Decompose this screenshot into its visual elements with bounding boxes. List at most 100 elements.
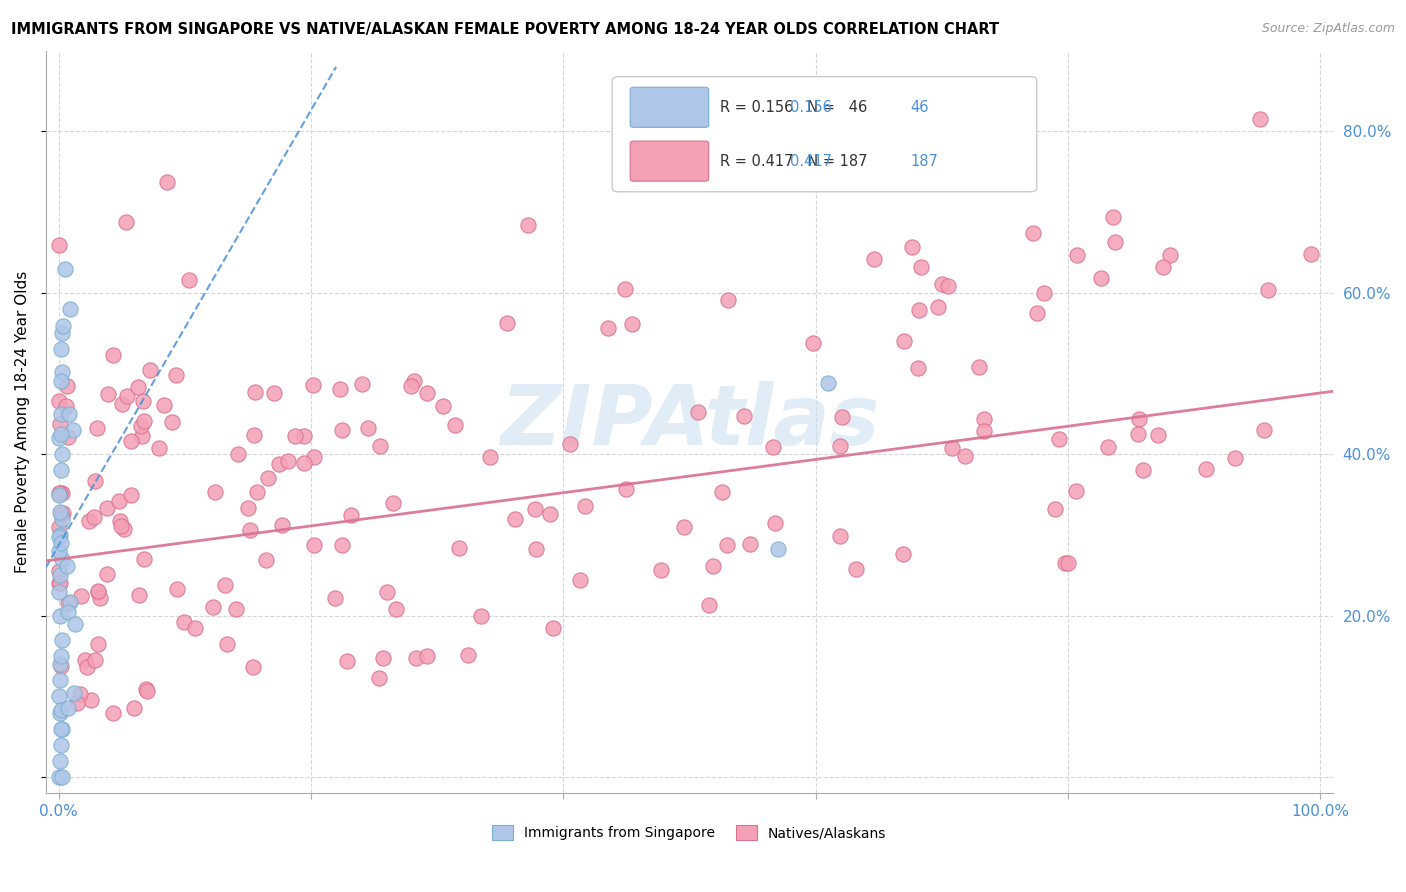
Point — [120, 434, 142, 449]
Point — [48, 544, 70, 558]
Point — [1064, 483, 1087, 498]
Point — [49, 706, 72, 720]
Text: R = 0.417   N = 187: R = 0.417 N = 187 — [720, 153, 868, 169]
Point — [717, 293, 740, 307]
Point — [524, 542, 547, 557]
Point — [49, 528, 72, 542]
Point — [127, 380, 149, 394]
Point — [1257, 283, 1279, 297]
Point — [1066, 247, 1088, 261]
Point — [96, 501, 118, 516]
Point — [135, 684, 157, 698]
Point — [51, 447, 73, 461]
Point — [929, 175, 952, 189]
Point — [1152, 260, 1174, 274]
Point — [51, 512, 73, 526]
Point — [385, 602, 408, 616]
Text: 0.156: 0.156 — [790, 100, 831, 115]
Point — [941, 441, 963, 455]
Point — [495, 316, 517, 330]
Point — [58, 407, 80, 421]
Point — [184, 621, 207, 635]
Point — [52, 507, 75, 521]
Point — [302, 378, 325, 392]
Point — [416, 386, 439, 401]
Point — [56, 379, 79, 393]
Point — [716, 537, 738, 551]
Point — [49, 659, 72, 673]
Point — [56, 700, 79, 714]
Point — [115, 215, 138, 229]
Point — [49, 407, 72, 421]
Point — [166, 582, 188, 597]
Point — [697, 598, 720, 612]
Point — [51, 486, 73, 500]
Point — [936, 278, 959, 293]
Point — [336, 654, 359, 668]
Point — [51, 770, 73, 784]
Point — [404, 374, 426, 388]
Point — [236, 500, 259, 515]
Point — [931, 277, 953, 292]
Point — [893, 334, 915, 348]
Point — [132, 393, 155, 408]
Point — [48, 690, 70, 704]
Point — [131, 429, 153, 443]
Point — [48, 673, 70, 688]
Point — [87, 637, 110, 651]
Point — [48, 568, 70, 582]
Point — [112, 522, 135, 536]
Point — [63, 686, 86, 700]
Point — [173, 615, 195, 629]
Point — [302, 538, 325, 552]
Point — [58, 595, 80, 609]
Point — [51, 365, 73, 379]
Point — [443, 417, 465, 432]
Point — [901, 240, 924, 254]
Point — [86, 421, 108, 435]
Point — [122, 701, 145, 715]
Point — [405, 651, 427, 665]
Point — [614, 482, 637, 496]
Point — [101, 349, 124, 363]
Point — [49, 375, 72, 389]
Point — [59, 595, 82, 609]
Point — [1159, 248, 1181, 262]
Text: 187: 187 — [911, 153, 939, 169]
Point — [80, 693, 103, 707]
Point — [63, 617, 86, 632]
FancyBboxPatch shape — [612, 77, 1036, 192]
Point — [831, 410, 853, 425]
Point — [66, 696, 89, 710]
Point — [69, 687, 91, 701]
Point — [302, 450, 325, 464]
Point — [257, 470, 280, 484]
Point — [352, 376, 374, 391]
Point — [381, 496, 404, 510]
Point — [48, 485, 70, 500]
Point — [87, 585, 110, 599]
Point — [267, 457, 290, 471]
Point — [1047, 432, 1070, 446]
Point — [738, 537, 761, 551]
Point — [1022, 226, 1045, 240]
Point — [214, 577, 236, 591]
Point — [51, 508, 73, 522]
Point — [673, 520, 696, 534]
Point — [766, 542, 789, 557]
Point — [761, 440, 783, 454]
Point — [48, 488, 70, 502]
Point — [830, 439, 852, 453]
Point — [51, 326, 73, 341]
Point — [56, 605, 79, 619]
Point — [541, 621, 564, 635]
Point — [49, 426, 72, 441]
Point — [56, 559, 79, 574]
Point — [59, 301, 82, 316]
Point — [49, 343, 72, 357]
Point — [375, 585, 398, 599]
Point — [330, 423, 353, 437]
Point — [503, 512, 526, 526]
Point — [416, 649, 439, 664]
Point — [1126, 427, 1149, 442]
